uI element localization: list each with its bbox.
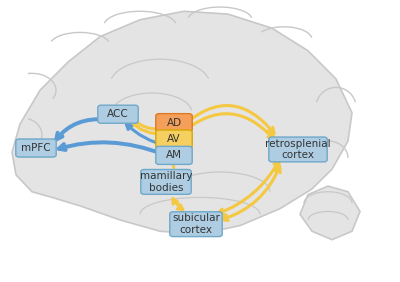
- Text: AV: AV: [167, 134, 181, 144]
- FancyBboxPatch shape: [170, 212, 222, 237]
- FancyBboxPatch shape: [156, 130, 192, 148]
- Text: subicular
cortex: subicular cortex: [172, 213, 220, 235]
- FancyBboxPatch shape: [141, 169, 191, 194]
- Text: AM: AM: [166, 150, 182, 160]
- Text: mPFC: mPFC: [21, 143, 51, 153]
- Polygon shape: [300, 186, 360, 240]
- Text: mamillary
bodies: mamillary bodies: [140, 171, 192, 193]
- FancyBboxPatch shape: [156, 146, 192, 164]
- Text: retrosplenial
cortex: retrosplenial cortex: [265, 139, 331, 160]
- FancyBboxPatch shape: [98, 105, 138, 123]
- Polygon shape: [12, 11, 352, 234]
- Text: ACC: ACC: [107, 109, 129, 119]
- Text: AD: AD: [166, 118, 182, 128]
- FancyBboxPatch shape: [269, 137, 327, 162]
- FancyBboxPatch shape: [156, 114, 192, 132]
- FancyBboxPatch shape: [16, 139, 56, 157]
